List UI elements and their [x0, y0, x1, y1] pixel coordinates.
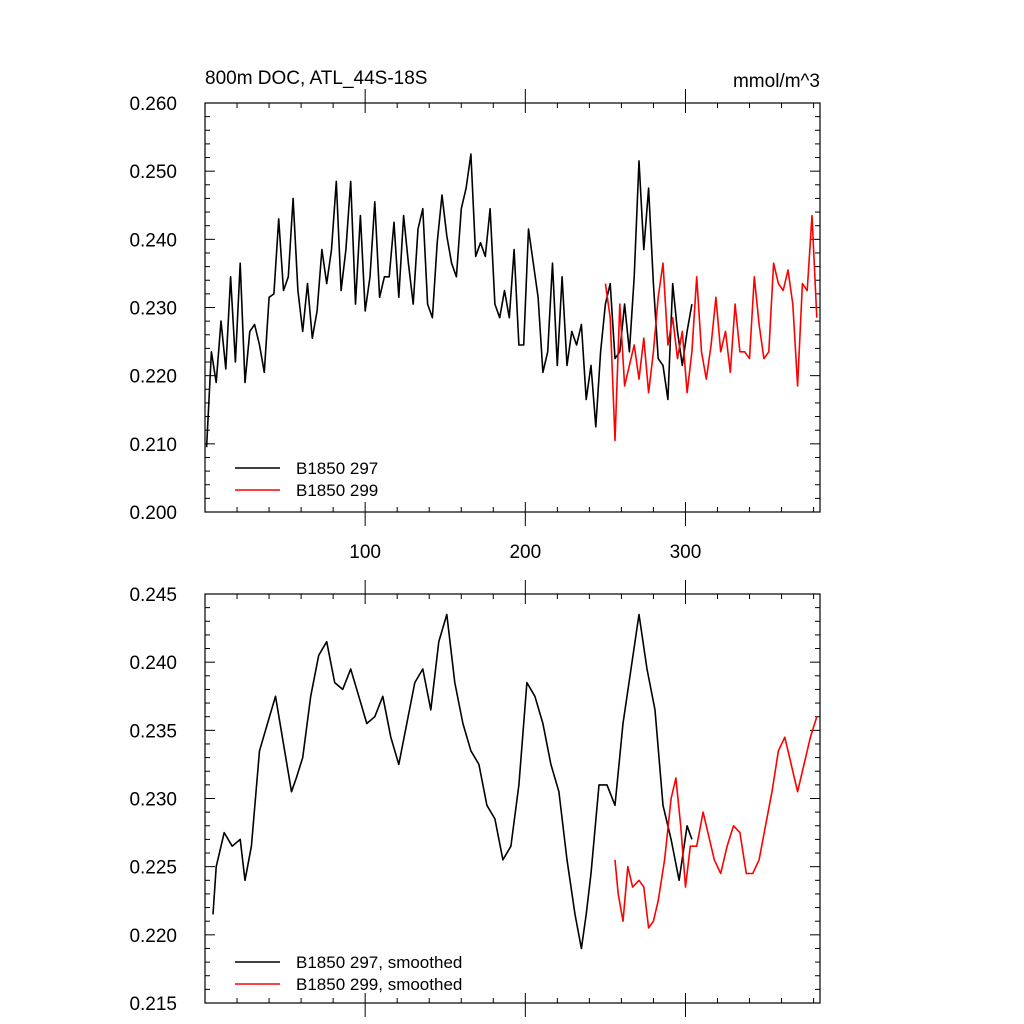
top-legend: B1850 297 B1850 299	[235, 459, 378, 500]
y-tick-label: 0.250	[129, 162, 177, 183]
x-tick-label: 200	[509, 542, 541, 563]
series-line-red	[614, 716, 818, 929]
y-tick-label: 0.235	[129, 721, 177, 742]
bottom-plot-frame	[204, 593, 821, 1004]
legend-label: B1850 299, smoothed	[296, 975, 462, 994]
y-tick-label: 0.240	[129, 653, 177, 674]
top-axis-ticks: 0.200 0.210 0.220 0.230 0.240 0.250 0.260 100 20…	[129, 89, 820, 563]
x-tick-label: 100	[349, 542, 381, 563]
y-tick-label: 0.215	[129, 994, 177, 1015]
y-tick-label: 0.230	[129, 790, 177, 811]
y-tick-label: 0.230	[129, 299, 177, 320]
legend-label: B1850 297	[296, 459, 378, 478]
legend-label: B1850 299	[296, 481, 378, 500]
bottom-legend: B1850 297, smoothed B1850 299, smoothed	[235, 953, 462, 994]
y-tick-label: 0.225	[129, 858, 177, 879]
y-tick-label: 0.200	[129, 503, 177, 524]
top-plot-frame	[204, 102, 821, 513]
y-tick-label: 0.220	[129, 926, 177, 947]
y-tick-label: 0.260	[129, 94, 177, 115]
bottom-axis-ticks: 0.215 0.220 0.225 0.230 0.235 0.240 0.245	[129, 580, 820, 1017]
y-tick-label: 0.220	[129, 367, 177, 388]
y-tick-label: 0.245	[129, 585, 177, 606]
bottom-series-lines	[212, 613, 818, 950]
units-label: mmol/m^3	[733, 71, 820, 92]
y-tick-label: 0.210	[129, 435, 177, 456]
series-line-black	[205, 153, 693, 448]
legend-label: B1850 297, smoothed	[296, 953, 462, 972]
chart-title: 800m DOC, ATL_44S-18S	[205, 68, 427, 89]
top-panel: 800m DOC, ATL_44S-18S mmol/m^3 0.200 0.21…	[129, 68, 821, 563]
series-line-black	[212, 613, 693, 950]
top-series-lines	[205, 153, 818, 448]
series-line-red	[604, 214, 818, 442]
bottom-panel: 0.215 0.220 0.225 0.230 0.235 0.240 0.245 B185…	[129, 580, 821, 1017]
y-tick-label: 0.240	[129, 230, 177, 251]
x-tick-label: 300	[670, 542, 702, 563]
